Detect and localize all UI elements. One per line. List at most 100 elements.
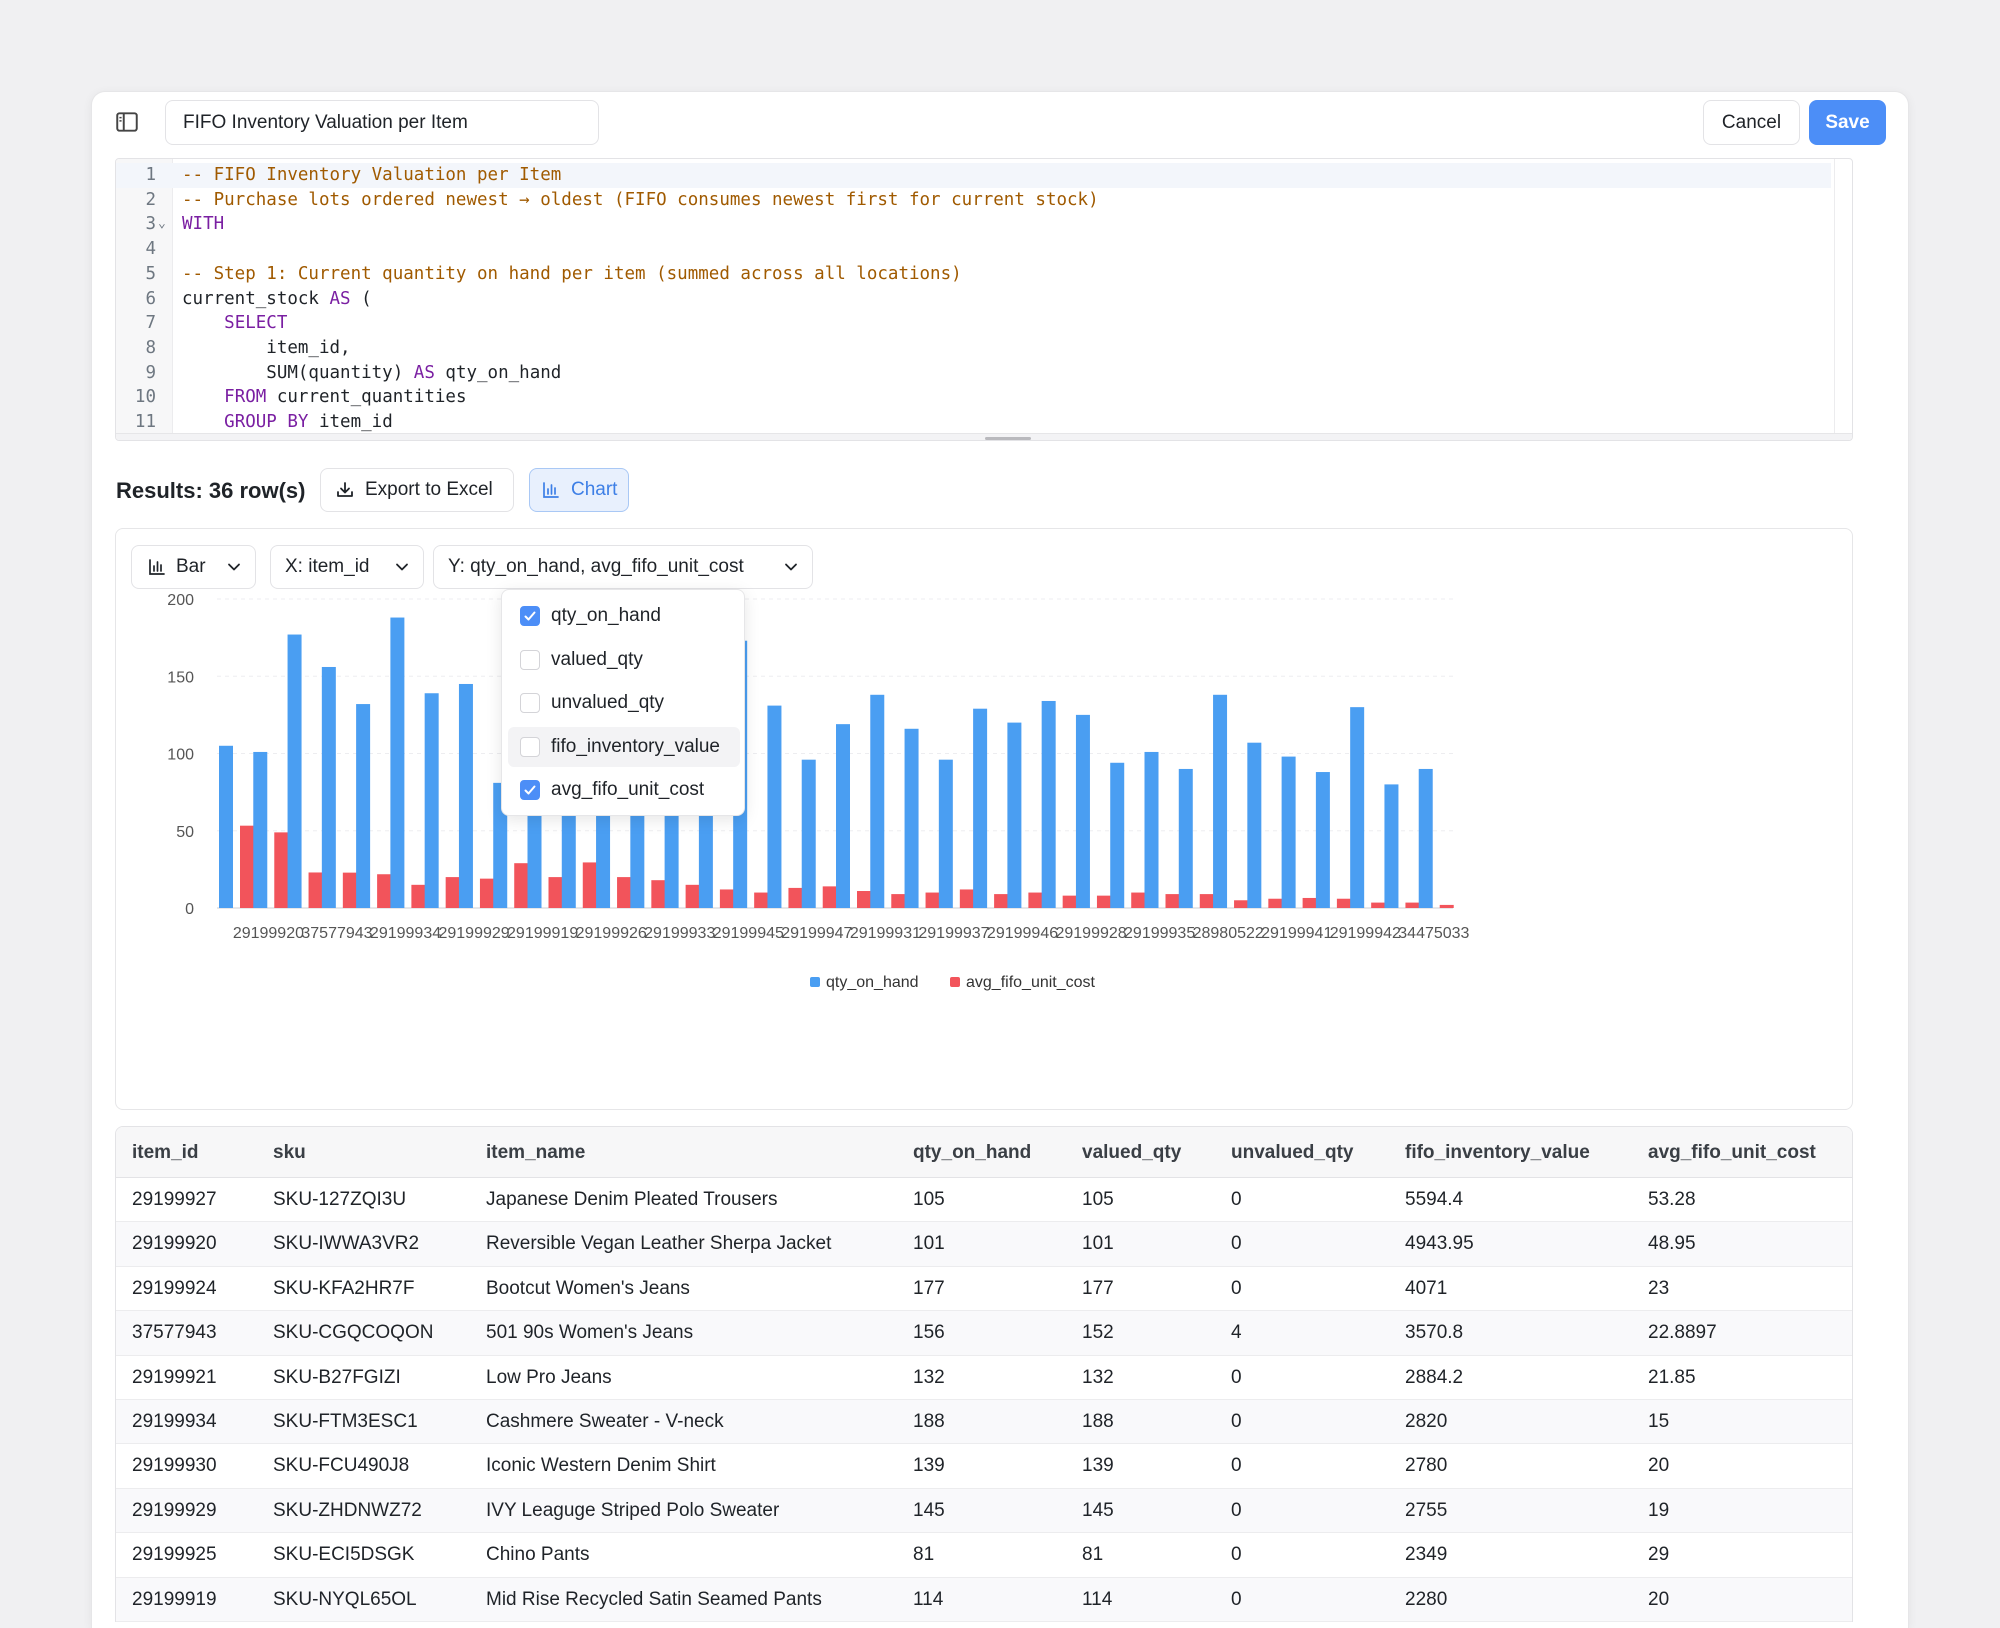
legend-swatch	[950, 977, 960, 987]
column-header-item-id[interactable]: item_id	[132, 1142, 199, 1163]
bar-avg-fifo-unit-cost	[1405, 902, 1420, 908]
checkbox-icon[interactable]	[520, 736, 540, 757]
code-line[interactable]: 4	[116, 237, 1831, 262]
table-cell: 2755	[1405, 1499, 1448, 1521]
fold-chevron-icon[interactable]: ⌄	[158, 216, 166, 232]
table-cell: 2820	[1405, 1410, 1448, 1432]
code-line[interactable]: 10 FROM current_quantities	[116, 385, 1831, 410]
line-number: 6	[145, 288, 156, 309]
x-tick-label: 29199926	[576, 925, 647, 942]
y-option-valued-qty[interactable]: valued_qty	[508, 640, 740, 680]
table-header-row: item_id sku item_name qty_on_hand valued_qty…	[116, 1127, 1852, 1178]
table-row[interactable]: 29199920 SKU-IWWA3VR2 Reversible Vegan Lea…	[116, 1222, 1852, 1267]
checkbox-checked-icon[interactable]	[520, 606, 540, 626]
table-row[interactable]: 29199934 SKU-FTM3ESC1 Cashmere Sweater - V…	[116, 1399, 1852, 1445]
bar-qty-on-hand	[321, 666, 336, 908]
code-line[interactable]: 3 ⌄ WITH	[116, 212, 1831, 237]
bar-avg-fifo-unit-cost	[685, 884, 700, 908]
table-cell: Chino Pants	[486, 1544, 590, 1566]
sql-token: item_id,	[182, 337, 351, 358]
y-axis-dropdown-menu: qty_on_hand valued_qty unvalued_qty fifo_in…	[501, 589, 745, 816]
editor-resize-handle[interactable]	[116, 433, 1852, 440]
code-text: -- FIFO Inventory Valuation per Item	[182, 163, 561, 188]
table-cell: 4071	[1405, 1277, 1448, 1299]
y-tick-label: 0	[185, 901, 194, 918]
code-line[interactable]: 2 -- Purchase lots ordered newest → oldes…	[116, 188, 1831, 213]
x-axis-select[interactable]: X: item_id	[270, 545, 424, 589]
column-header-item-name[interactable]: item_name	[486, 1142, 586, 1163]
table-row[interactable]: 29199930 SKU-FCU490J8 Iconic Western Denim…	[116, 1444, 1852, 1489]
code-line[interactable]: 8 item_id,	[116, 336, 1831, 361]
bar-qty-on-hand	[1178, 768, 1193, 908]
sidebar-toggle-icon[interactable]	[114, 109, 140, 135]
table-cell: Mid Rise Recycled Satin Seamed Pants	[486, 1588, 822, 1610]
bar-qty-on-hand	[356, 704, 371, 908]
x-tick-label: 29199942	[1330, 925, 1401, 942]
x-tick-label: 29199931	[850, 925, 921, 942]
column-header-unvalued-qty[interactable]: unvalued_qty	[1231, 1142, 1354, 1163]
table-row[interactable]: 29199925 SKU-ECI5DSGK Chino Pants 81 81 0 2349…	[116, 1533, 1852, 1578]
code-text: SELECT	[182, 311, 287, 336]
table-cell: 105	[913, 1189, 945, 1210]
checkbox-icon[interactable]	[520, 649, 540, 670]
bar-avg-fifo-unit-cost	[445, 877, 460, 908]
table-row[interactable]: 29199929 SKU-ZHDNWZ72 IVY Leaguge Striped …	[116, 1488, 1852, 1534]
y-option-unvalued-qty[interactable]: unvalued_qty	[508, 683, 740, 723]
checkbox-icon[interactable]	[520, 693, 540, 713]
column-header-fifo-inventory-value[interactable]: fifo_inventory_value	[1405, 1142, 1590, 1163]
code-line[interactable]: 9 SUM(quantity) AS qty_on_hand	[116, 361, 1831, 386]
table-cell: 2280	[1405, 1588, 1448, 1610]
bar-avg-fifo-unit-cost	[651, 880, 666, 908]
checkbox-checked-icon[interactable]	[520, 780, 540, 800]
export-excel-button[interactable]: Export to Excel	[320, 468, 514, 512]
query-title-input[interactable]: FIFO Inventory Valuation per Item	[165, 100, 599, 145]
column-header-valued-qty[interactable]: valued_qty	[1082, 1142, 1182, 1163]
y-axis-select[interactable]: Y: qty_on_hand, avg_fifo_unit_cost	[433, 545, 813, 589]
y-option-label: avg_fifo_unit_cost	[551, 779, 705, 800]
code-line[interactable]: 5 -- Step 1: Current quantity on hand per…	[116, 262, 1831, 287]
save-button[interactable]: Save	[1809, 100, 1886, 145]
x-tick-label: 34475033	[1398, 925, 1469, 942]
y-option-qty-on-hand[interactable]: qty_on_hand	[508, 596, 740, 636]
table-cell: 21.85	[1648, 1366, 1696, 1388]
sql-keyword: AS	[413, 362, 435, 383]
y-option-avg-fifo-unit-cost[interactable]: avg_fifo_unit_cost	[508, 770, 740, 810]
table-row[interactable]: 29199921 SKU-B27FGIZI Low Pro Jeans 132 132 0…	[116, 1356, 1852, 1400]
table-row[interactable]: 29199919 SKU-NYQL65OL Mid Rise Recycled Sa…	[116, 1577, 1852, 1622]
y-option-fifo-inventory-value[interactable]: fifo_inventory_value	[508, 726, 740, 767]
table-cell: 101	[1082, 1233, 1114, 1255]
chart-type-select[interactable]: Bar	[131, 545, 256, 589]
bar-avg-fifo-unit-cost	[514, 863, 529, 908]
bar-avg-fifo-unit-cost	[719, 889, 734, 908]
bar-avg-fifo-unit-cost	[754, 892, 769, 908]
table-cell: 48.95	[1648, 1233, 1696, 1255]
bar-chart-icon	[149, 559, 165, 575]
column-header-sku[interactable]: sku	[273, 1142, 306, 1163]
code-line[interactable]: 11 GROUP BY item_id	[116, 410, 1831, 435]
chart-toggle-label: Chart	[571, 479, 618, 500]
table-cell: 0	[1231, 1366, 1242, 1388]
sql-code-editor[interactable]: 1 -- FIFO Inventory Valuation per Item 2 --…	[115, 158, 1853, 441]
column-header-avg-fifo-unit-cost[interactable]: avg_fifo_unit_cost	[1648, 1142, 1816, 1163]
sql-comment: -- FIFO Inventory Valuation per Item	[182, 165, 562, 185]
code-line[interactable]: 6 current_stock AS (	[116, 287, 1831, 312]
x-tick-label: 29199937	[918, 925, 989, 942]
column-header-qty-on-hand[interactable]: qty_on_hand	[913, 1142, 1032, 1163]
code-line[interactable]: 1 -- FIFO Inventory Valuation per Item	[116, 163, 1831, 188]
cancel-button[interactable]: Cancel	[1703, 100, 1800, 145]
legend-label: avg_fifo_unit_cost	[966, 974, 1096, 991]
sql-keyword: AS	[329, 288, 351, 309]
bar-avg-fifo-unit-cost	[582, 862, 597, 908]
table-row[interactable]: 29199924 SKU-KFA2HR7F Bootcut Women's Jean…	[116, 1267, 1852, 1312]
chevron-down-icon	[228, 563, 240, 571]
table-row[interactable]: 29199927 SKU-127ZQI3U Japanese Denim Pleat…	[116, 1178, 1852, 1223]
editor-scrollbar[interactable]	[1834, 159, 1852, 434]
sql-comment: -- Purchase lots ordered newest → oldest…	[182, 189, 1099, 210]
sql-token: current_stock	[182, 288, 330, 309]
x-tick-label: 29199928	[1055, 925, 1126, 942]
resize-grip-icon[interactable]	[985, 437, 1031, 440]
table-row[interactable]: 37577943 SKU-CGQCOQON 501 90s Women's Jean…	[116, 1311, 1852, 1356]
table-cell: 101	[913, 1233, 945, 1255]
code-line[interactable]: 7 SELECT	[116, 311, 1831, 336]
chart-toggle-button[interactable]: Chart	[529, 468, 629, 512]
